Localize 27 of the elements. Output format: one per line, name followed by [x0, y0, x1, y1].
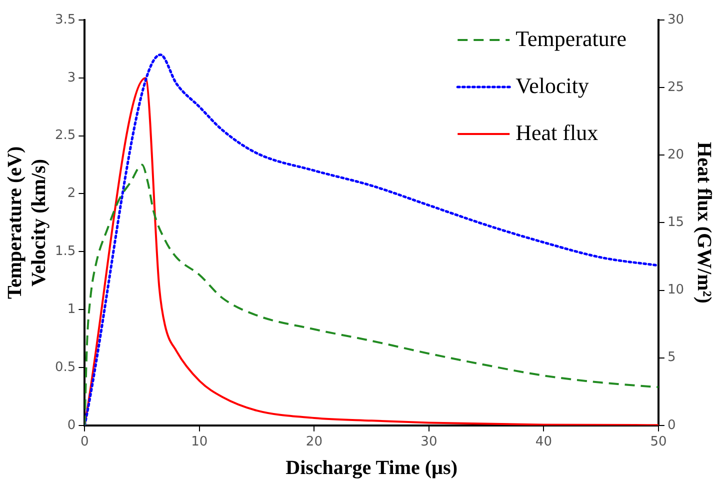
x-tick-label: 30: [420, 434, 438, 450]
legend-label: Heat flux: [516, 120, 598, 145]
x-tick-label: 20: [306, 434, 322, 450]
y-tick-label: 2: [67, 186, 76, 202]
y-tick-label: 3: [67, 70, 76, 86]
y-tick-label: 1.5: [54, 244, 76, 260]
x-axis-title: Discharge Time (µs): [286, 457, 458, 480]
y-tick-label: 0.5: [54, 360, 76, 375]
y2-axis-title: Heat flux (GW/m²): [692, 142, 715, 304]
y2-tick-label: 10: [667, 282, 684, 298]
y2-tick-label: 20: [667, 148, 684, 163]
y2-tick-label: 0: [667, 418, 676, 433]
y2-tick-label: 15: [667, 215, 684, 230]
y-tick-label: 0: [67, 418, 76, 433]
y-tick-label: 2.5: [54, 128, 76, 144]
y-tick-label: 1: [67, 302, 76, 317]
x-tick-label: 40: [535, 434, 552, 450]
x-tick-label: 0: [80, 434, 89, 450]
x-tick-label: 10: [191, 434, 208, 450]
y2-tick-label: 30: [667, 12, 684, 28]
y2-tick-label: 5: [667, 350, 676, 366]
y-tick-label: 3.5: [54, 12, 76, 28]
legend-label: Velocity: [516, 72, 589, 98]
legend-label: Temperature: [516, 26, 626, 51]
y2-tick-label: 25: [667, 80, 684, 95]
y-axis-title: Temperature (eV) Velocity (km/s): [4, 146, 50, 300]
x-tick-label: 50: [650, 434, 667, 450]
